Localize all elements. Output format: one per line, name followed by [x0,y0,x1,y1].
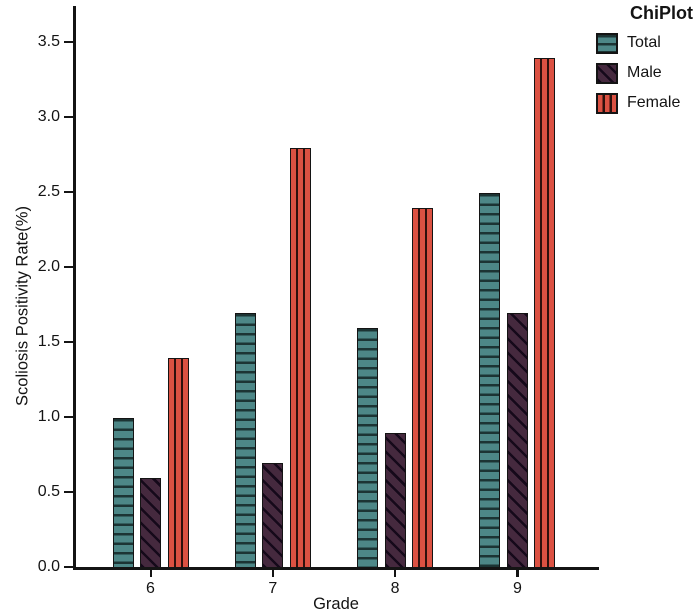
y-axis-tick [64,266,73,269]
y-axis-line [73,6,76,569]
y-axis-title: Scoliosis Positivity Rate(%) [13,206,32,406]
legend-swatch-male-icon [596,62,618,84]
x-tick-label: 7 [268,580,278,597]
legend-items: Total Male Female [596,32,697,114]
y-axis-tick [64,116,73,119]
bar-male-grade-6 [140,478,161,568]
y-tick-label: 2.0 [37,258,60,275]
x-axis-tick [394,569,397,577]
legend-item-male: Male [596,62,697,84]
bar-male-grade-7 [262,463,284,568]
y-axis-tick [64,416,73,419]
y-tick-label: 1.0 [37,408,60,425]
x-axis-tick [271,569,274,577]
x-axis-title: Grade [313,595,359,613]
y-tick-label: 2.5 [37,183,60,200]
bar-total-grade-7 [234,313,256,568]
bar-female-grade-8 [412,208,434,568]
legend-item-label: Total [627,34,661,51]
y-axis-tick [64,341,73,344]
y-axis-tick [64,566,73,569]
legend-item-female: Female [596,92,697,114]
x-tick-label: 8 [390,580,400,597]
y-axis-tick [64,41,73,44]
legend-item-total: Total [596,32,697,54]
y-tick-label: 3.0 [37,108,60,125]
bar-male-grade-8 [384,433,406,568]
y-tick-label: 3.5 [37,33,60,50]
legend-title: ChiPlot [630,3,693,23]
legend-swatch-female-icon [596,92,618,114]
legend-item-label: Female [627,94,681,111]
x-axis-tick [149,569,152,577]
bar-total-grade-9 [479,193,501,568]
legend-item-label: Male [627,64,662,81]
y-tick-label: 1.5 [37,333,60,350]
y-axis-tick [64,491,73,494]
bar-female-grade-7 [289,148,311,568]
y-tick-label: 0.0 [37,558,60,575]
legend: ChiPlot Total Male Female [596,3,697,114]
bar-female-grade-6 [167,358,189,568]
bar-male-grade-9 [506,313,528,568]
x-tick-label: 9 [512,580,522,597]
bar-female-grade-9 [534,58,556,568]
x-tick-label: 6 [146,580,155,597]
x-axis-line [73,567,599,570]
y-tick-label: 0.5 [37,483,60,500]
y-axis-tick [64,191,73,194]
x-axis-tick [516,569,519,577]
legend-swatch-total-icon [596,32,618,54]
bar-total-grade-6 [112,418,134,568]
bar-total-grade-8 [357,328,379,568]
